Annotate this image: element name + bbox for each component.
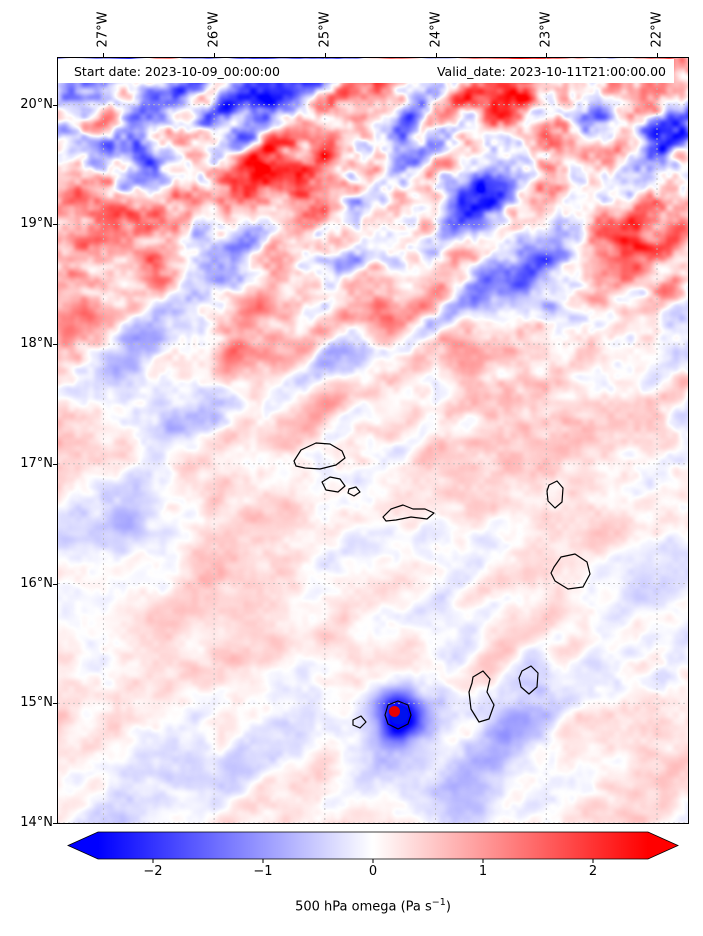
colorbar-tick-label: −2 [143, 864, 163, 879]
x-tick-mark [546, 53, 548, 57]
y-tick-label: 17°N [20, 455, 53, 471]
colorbar-label: 500 hPa omega (Pa s−1) [223, 897, 523, 914]
map-overlay [58, 58, 688, 823]
x-tick-mark [324, 53, 326, 57]
colorbar-label-exponent: −1 [431, 897, 446, 908]
x-tick-mark [656, 53, 658, 57]
graticule [58, 58, 688, 823]
y-tick-label: 18°N [20, 336, 53, 352]
coastline-santiago [468, 670, 495, 723]
colorbar [67, 831, 679, 863]
y-tick-label: 16°N [20, 575, 53, 591]
colorbar-tick-label: 0 [368, 864, 378, 879]
y-tick-label: 15°N [20, 695, 53, 711]
x-tick-label: 25°W [317, 11, 333, 48]
omega-field-heatmap [58, 58, 688, 823]
y-tick-label: 19°N [20, 216, 53, 232]
coastlines [293, 442, 591, 730]
fogo-omega-dipole [389, 705, 409, 725]
x-tick-label: 26°W [206, 11, 222, 48]
x-tick-label: 23°W [538, 11, 554, 48]
y-tick-mark [53, 463, 57, 465]
x-tick-label: 22°W [649, 11, 665, 48]
y-tick-mark [53, 823, 57, 824]
y-tick-mark [53, 104, 57, 106]
x-tick-label: 24°W [428, 11, 444, 48]
annotation-bar: Start date: 2023-10-09_00:00:00 Valid_da… [58, 59, 674, 83]
colorbar-label-end: ) [445, 899, 451, 915]
valid-date-text: Valid_date: 2023-10-11T21:00:00.00 [436, 63, 666, 79]
colorbar-tick-label: 2 [588, 864, 598, 879]
x-tick-mark [214, 53, 216, 57]
x-tick-mark [103, 53, 105, 57]
coastline-santa-luzia [347, 486, 361, 497]
y-tick-mark [53, 583, 57, 585]
coastline-fogo [384, 700, 412, 730]
coastline-boa-vista [550, 553, 591, 590]
map-plot-area: Start date: 2023-10-09_00:00:00 Valid_da… [57, 57, 689, 824]
dipole-mark [389, 706, 400, 717]
colorbar-label-main: 500 hPa omega (Pa s [295, 899, 432, 915]
colorbar-tick-label: 1 [478, 864, 488, 879]
coastline-sao-vicente [321, 476, 346, 493]
coastline-santo-antao [293, 442, 346, 470]
y-tick-label: 14°N [20, 815, 53, 830]
coastline-sao-nicolau [382, 504, 435, 522]
y-tick-label: 20°N [20, 96, 53, 112]
start-date-text: Start date: 2023-10-09_00:00:00 [74, 63, 280, 79]
y-tick-mark [53, 703, 57, 705]
coastline-sal [546, 480, 564, 509]
x-tick-label: 27°W [95, 11, 111, 48]
x-tick-mark [435, 53, 437, 57]
coastline-brava [352, 715, 367, 729]
y-tick-mark [53, 224, 57, 226]
colorbar-gradient [67, 831, 679, 860]
y-tick-mark [53, 344, 57, 346]
colorbar-tick-label: −1 [253, 864, 273, 879]
coastline-maio [518, 665, 539, 695]
